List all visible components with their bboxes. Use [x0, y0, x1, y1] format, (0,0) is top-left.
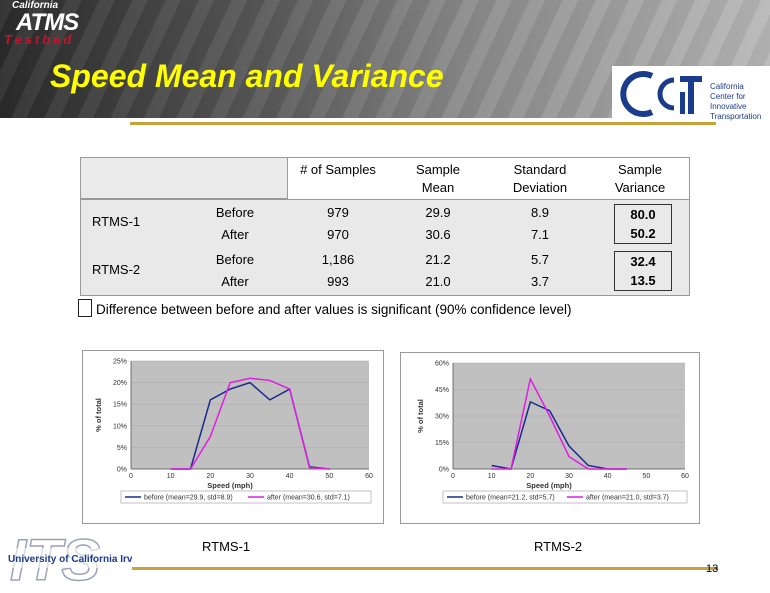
series-line-after [491, 376, 627, 470]
table-header-border [80, 157, 690, 296]
cell-variance: 50.2 [630, 226, 656, 241]
cell-samples: 979 [327, 205, 349, 220]
row-divider [80, 199, 690, 200]
x-axis-label: Speed (mph) [207, 481, 253, 490]
legend-label: before (mean=29.9, std=8.9) [144, 495, 233, 502]
x-axis-label: Speed (mph) [526, 481, 572, 490]
chart-rtms1-svg: 0% 5% 10% 15% 20% 25% 0 10 20 30 40 50 60 Speed (mph)… [94, 359, 373, 504]
ccit-mark-icon [620, 71, 702, 117]
legend-label: before (mean=21.2, std=5.7) [466, 495, 555, 502]
y-tick-label: 15% [113, 402, 127, 409]
row-label-after: After [221, 227, 249, 242]
y-tick-label: 25% [113, 359, 127, 366]
slide-title: Speed Mean and Variance [50, 58, 444, 94]
y-axis-label: % of total [94, 398, 103, 432]
chart-rtms2: 0% 15% 30% 45% 60% 0 10 20 30 40 50 60 Speed (mph) % … [400, 352, 700, 524]
variance-highlight-box: 80.0 50.2 [614, 204, 672, 244]
page-number: 13 [706, 563, 719, 575]
cell-std: 8.9 [530, 205, 550, 220]
row-label-before: Before [215, 205, 255, 220]
ccit-logo: California Center for Innovative Transpo… [612, 66, 770, 122]
legend-box [120, 490, 372, 504]
title-rule [130, 122, 716, 125]
cell-samples: 993 [327, 274, 349, 289]
legend-label: after (mean=30.6, std=7.1) [267, 495, 350, 502]
cell-mean: 21.0 [425, 274, 451, 289]
col-header-variance: Sample Variance [614, 162, 666, 195]
y-axis-label: % of total [416, 399, 425, 433]
y-tick-label: 0% [117, 467, 127, 474]
x-tick-label: 30 [565, 473, 573, 480]
y-tick-label: 60% [435, 361, 449, 368]
legend-box [442, 490, 688, 504]
x-tick-label: 50 [642, 473, 650, 480]
ccit-name: California Center for Innovative Transpo… [710, 82, 762, 121]
y-tick-label: 0% [439, 467, 449, 474]
row-label-after: After [221, 274, 249, 289]
cell-samples: 970 [327, 227, 349, 242]
x-tick-label: 0 [129, 473, 133, 480]
logo-line2: ATMS [16, 9, 79, 36]
x-tick-label: 30 [246, 473, 254, 480]
significance-note: Difference between before and after valu… [96, 302, 572, 317]
x-tick-label: 50 [325, 473, 333, 480]
cell-variance: 13.5 [630, 273, 656, 288]
atms-testbed-logo: California ATMS Testbed [4, 0, 84, 48]
x-tick-label: 10 [488, 473, 496, 480]
note-bullet-box [78, 299, 92, 317]
y-tick-label: 20% [113, 380, 127, 387]
col-header-std: Standard Deviation [512, 162, 568, 195]
cell-std: 5.7 [530, 252, 550, 267]
cell-mean: 29.9 [425, 205, 451, 220]
its-university: University of California Irvine [8, 554, 132, 565]
row-label-before: Before [215, 252, 255, 267]
y-tick-label: 5% [117, 445, 127, 452]
cell-variance: 32.4 [630, 254, 656, 269]
col-header-mean: Sample Mean [415, 162, 461, 195]
x-tick-label: 20 [526, 473, 534, 480]
cell-mean: 30.6 [425, 227, 451, 242]
chart-caption-rtms1: RTMS-1 [202, 539, 251, 554]
chart-rtms1: 0% 5% 10% 15% 20% 25% 0 10 20 30 40 50 60 Speed (mph)… [82, 350, 384, 524]
x-tick-label: 40 [286, 473, 294, 480]
footer-rule [132, 567, 718, 570]
cell-mean: 21.2 [425, 252, 451, 267]
chart-caption-rtms2: RTMS-2 [534, 539, 583, 554]
series-line-after [170, 377, 330, 470]
x-tick-label: 60 [681, 473, 689, 480]
x-tick-label: 40 [604, 473, 612, 480]
cell-std: 7.1 [530, 227, 550, 242]
y-tick-label: 15% [435, 440, 449, 447]
cell-variance: 80.0 [630, 207, 656, 222]
logo-line1: California [12, 0, 59, 11]
its-logo-icon: ITS University of California Irvine [4, 527, 147, 593]
its-logo: ITS University of California Irvine [4, 527, 147, 593]
group-label-rtms2: RTMS-2 [92, 262, 141, 277]
y-tick-label: 45% [435, 387, 449, 394]
cell-std: 3.7 [530, 274, 550, 289]
col-header-samples: # of Samples [300, 162, 376, 177]
variance-highlight-box: 32.4 13.5 [614, 251, 672, 291]
header-band: California ATMS Testbed Speed Mean and V… [0, 0, 770, 118]
x-tick-label: 20 [206, 473, 214, 480]
chart-rtms2-svg: 0% 15% 30% 45% 60% 0 10 20 30 40 50 60 Speed (mph) % … [416, 361, 689, 504]
logo-line3: Testbed [4, 32, 75, 47]
x-tick-label: 0 [451, 473, 455, 480]
legend-label: after (mean=21.0, std=3.7) [586, 495, 669, 502]
x-tick-label: 60 [365, 473, 373, 480]
x-tick-label: 10 [167, 473, 175, 480]
cell-samples: 1,186 [321, 252, 355, 267]
group-label-rtms1: RTMS-1 [92, 214, 141, 229]
y-tick-label: 10% [113, 423, 127, 430]
y-tick-label: 30% [435, 414, 449, 421]
plot-area [131, 361, 369, 469]
